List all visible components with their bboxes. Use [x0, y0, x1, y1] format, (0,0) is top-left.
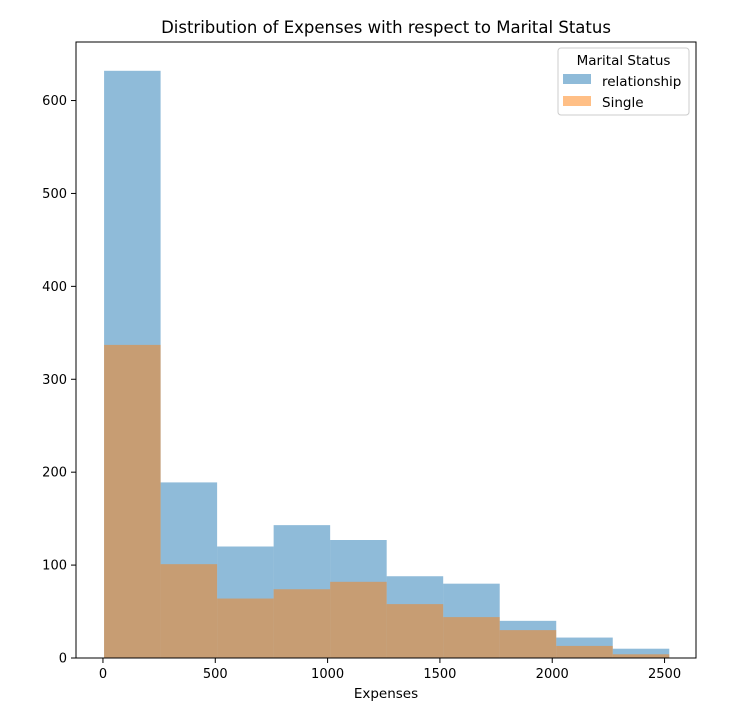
legend: Marital Status relationship Single	[557, 47, 690, 116]
x-tick-label: 1500	[423, 667, 456, 682]
legend-label-single: Single	[602, 95, 644, 111]
bar-single-7	[499, 630, 557, 658]
bar-single-4	[330, 581, 387, 658]
y-tick-label: 500	[42, 187, 67, 202]
bar-single-6	[443, 617, 500, 658]
legend-label-relationship: relationship	[602, 74, 681, 90]
legend-swatch-single	[563, 96, 591, 106]
y-tick-label: 200	[42, 466, 67, 481]
y-axis: 0 100 200 300 400 500 600	[42, 94, 76, 667]
x-axis: 0 500 1000 1500 2000 2500	[99, 658, 681, 682]
bar-single-9	[612, 654, 670, 658]
bar-relationship-9	[612, 648, 670, 658]
bar-single-1	[160, 564, 218, 658]
bar-single-8	[556, 645, 613, 658]
x-tick-label: 1000	[311, 667, 344, 682]
y-tick-label: 0	[59, 652, 67, 667]
x-tick-label: 2500	[648, 667, 681, 682]
y-tick-label: 300	[42, 373, 67, 388]
plot-frame	[75, 41, 697, 659]
legend-swatch-relationship	[563, 74, 591, 84]
x-axis-label: Expenses	[354, 686, 418, 702]
bars-layer	[104, 70, 670, 658]
bar-single-0	[104, 344, 161, 658]
bar-single-5	[386, 604, 444, 658]
bar-single-2	[217, 598, 274, 658]
chart-title: Distribution of Expenses with respect to…	[161, 18, 611, 37]
y-tick-label: 600	[42, 94, 67, 109]
x-tick-label: 0	[99, 667, 107, 682]
x-tick-label: 500	[203, 667, 228, 682]
y-tick-label: 100	[42, 559, 67, 574]
bar-single-3	[273, 589, 331, 658]
x-tick-label: 2000	[536, 667, 569, 682]
y-tick-label: 400	[42, 280, 67, 295]
legend-title: Marital Status	[577, 53, 671, 69]
